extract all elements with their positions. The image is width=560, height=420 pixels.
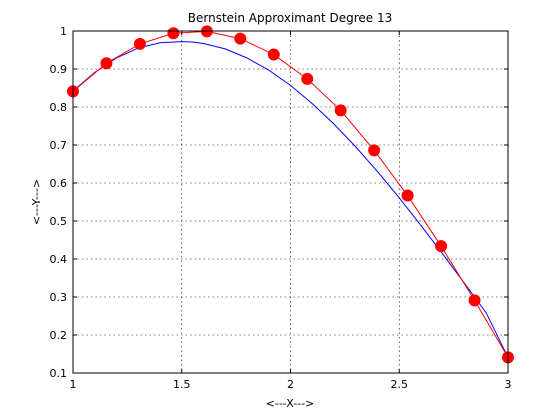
data-point bbox=[267, 48, 280, 61]
y-tick-label: 0.2 bbox=[50, 329, 68, 342]
data-point bbox=[468, 294, 481, 307]
y-tick-label: 0.4 bbox=[50, 253, 68, 266]
data-point bbox=[133, 37, 146, 50]
y-tick-label: 0.6 bbox=[50, 177, 68, 190]
y-tick-label: 0.9 bbox=[50, 63, 68, 76]
x-tick-label: 2.5 bbox=[391, 378, 409, 391]
y-tick-label: 1 bbox=[60, 25, 67, 38]
chart-title: Bernstein Approximant Degree 13 bbox=[188, 11, 393, 25]
y-tick-label: 0.8 bbox=[50, 101, 68, 114]
grid bbox=[73, 31, 508, 373]
y-axis-label: <---Y---> bbox=[30, 179, 43, 225]
x-tick-label: 3 bbox=[505, 378, 512, 391]
y-tick-label: 0.1 bbox=[50, 367, 68, 380]
y-tick-label: 0.5 bbox=[50, 215, 68, 228]
x-tick-label: 1 bbox=[70, 378, 77, 391]
y-tick-label: 0.3 bbox=[50, 291, 68, 304]
ticks: 1 1.5 2 2.5 3 0.1 0.2 0.3 0.4 0.5 0.6 0.7 0.8 0.9 1 bbox=[50, 25, 512, 391]
data-point bbox=[234, 32, 247, 45]
x-tick-label: 2 bbox=[287, 378, 294, 391]
data-point bbox=[301, 72, 314, 85]
series-1 bbox=[72, 41, 509, 358]
data-point bbox=[401, 189, 414, 202]
x-tick-label: 1.5 bbox=[173, 378, 191, 391]
data-point bbox=[435, 240, 448, 253]
data-point bbox=[167, 27, 180, 40]
x-axis-label: <---X---> bbox=[266, 397, 315, 410]
data-point bbox=[334, 104, 347, 117]
data-point bbox=[100, 57, 113, 70]
y-tick-label: 0.7 bbox=[50, 139, 68, 152]
series-line bbox=[72, 41, 509, 358]
data-point bbox=[368, 144, 381, 157]
